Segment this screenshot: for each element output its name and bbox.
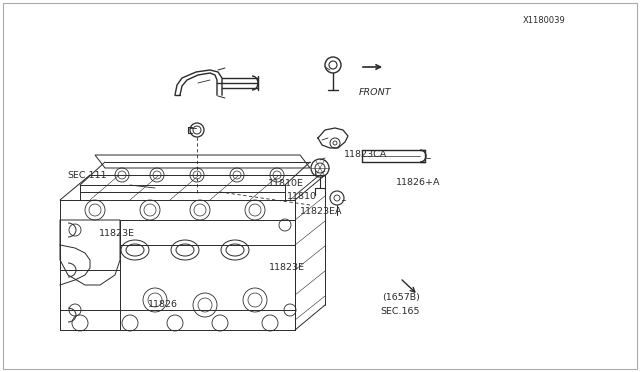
Text: 11810: 11810 [287,192,317,201]
Text: (1657B): (1657B) [382,293,420,302]
Text: FRONT: FRONT [358,88,391,97]
Text: 11823E: 11823E [269,263,305,272]
Text: SEC.111: SEC.111 [67,171,107,180]
Text: 11810E: 11810E [268,179,303,187]
Text: 11823E: 11823E [99,229,135,238]
Text: 11826+A: 11826+A [396,178,440,187]
Text: X1180039: X1180039 [523,16,565,25]
Text: 11823EA: 11823EA [300,207,342,216]
Text: SEC.165: SEC.165 [381,307,420,316]
Text: 11823CA: 11823CA [344,150,388,159]
Text: 11826: 11826 [148,300,178,309]
